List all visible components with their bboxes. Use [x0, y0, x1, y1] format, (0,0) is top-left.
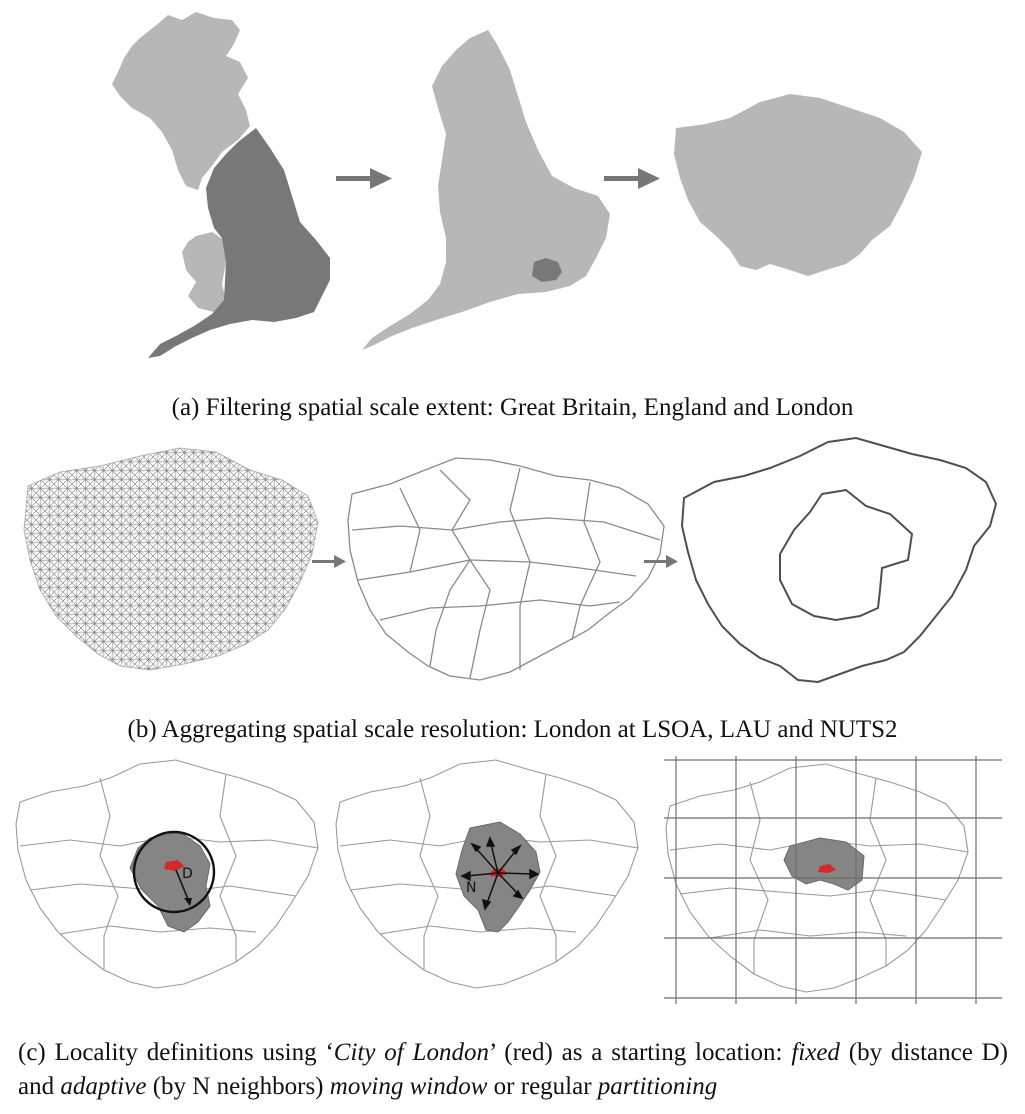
london-map[interactable] — [674, 94, 922, 276]
panel-b-maps — [20, 436, 998, 684]
caption-part-italic: adaptive — [60, 1073, 147, 1100]
arrow-icon — [644, 555, 678, 568]
lsoa-map[interactable] — [20, 444, 322, 674]
arrow-icon — [336, 168, 392, 189]
caption-part-italic: partitioning — [597, 1073, 718, 1100]
england-map[interactable] — [362, 30, 610, 350]
caption-part: (by distance D) and — [18, 1039, 1015, 1100]
nuts2-map[interactable] — [680, 436, 998, 684]
caption-part-italic: City of London — [333, 1039, 489, 1066]
city-of-london-highlight[interactable] — [164, 860, 184, 871]
distance-circle — [132, 830, 216, 914]
fixed-window-map[interactable]: D — [15, 759, 319, 989]
neighbors-label: N — [466, 880, 476, 896]
lau-map[interactable] — [347, 457, 665, 681]
arrowhead-icon — [184, 898, 192, 906]
panel-c-maps: D N — [15, 756, 1002, 1004]
caption-part: (by N neighbors) — [146, 1073, 330, 1100]
panel-b-caption: (b) Aggregating spatial scale resolution… — [127, 716, 898, 743]
panel-a-maps — [112, 12, 922, 358]
caption-part-italic: fixed — [791, 1039, 840, 1066]
london-highlight[interactable] — [532, 258, 562, 282]
city-of-london-highlight[interactable] — [818, 864, 836, 873]
caption-part: or regular — [487, 1073, 598, 1100]
partitioning-grid-map[interactable] — [664, 756, 1002, 1004]
caption-part: (c) Locality definitions using ‘ — [18, 1039, 334, 1066]
neighbor-arrows-icon — [460, 836, 540, 911]
distance-label: D — [182, 866, 193, 882]
neighborhood-region — [129, 831, 211, 933]
arrow-icon — [604, 168, 660, 189]
caption-part: ’ (red) as a starting location: — [488, 1039, 792, 1066]
adaptive-window-map[interactable]: N — [335, 759, 639, 989]
regular-grid — [664, 756, 1002, 1004]
great-britain-map-wales — [182, 232, 226, 312]
caption-part-italic: moving window — [329, 1073, 488, 1100]
arrow-icon — [312, 555, 346, 568]
neighborhood-region — [783, 837, 865, 891]
panel-c-caption: (c) Locality definitions using ‘City of … — [18, 1036, 1008, 1104]
great-britain-map-england[interactable] — [148, 128, 330, 358]
great-britain-map-scotland — [112, 12, 250, 190]
panel-a-caption: (a) Filtering spatial scale extent: Grea… — [171, 394, 854, 421]
